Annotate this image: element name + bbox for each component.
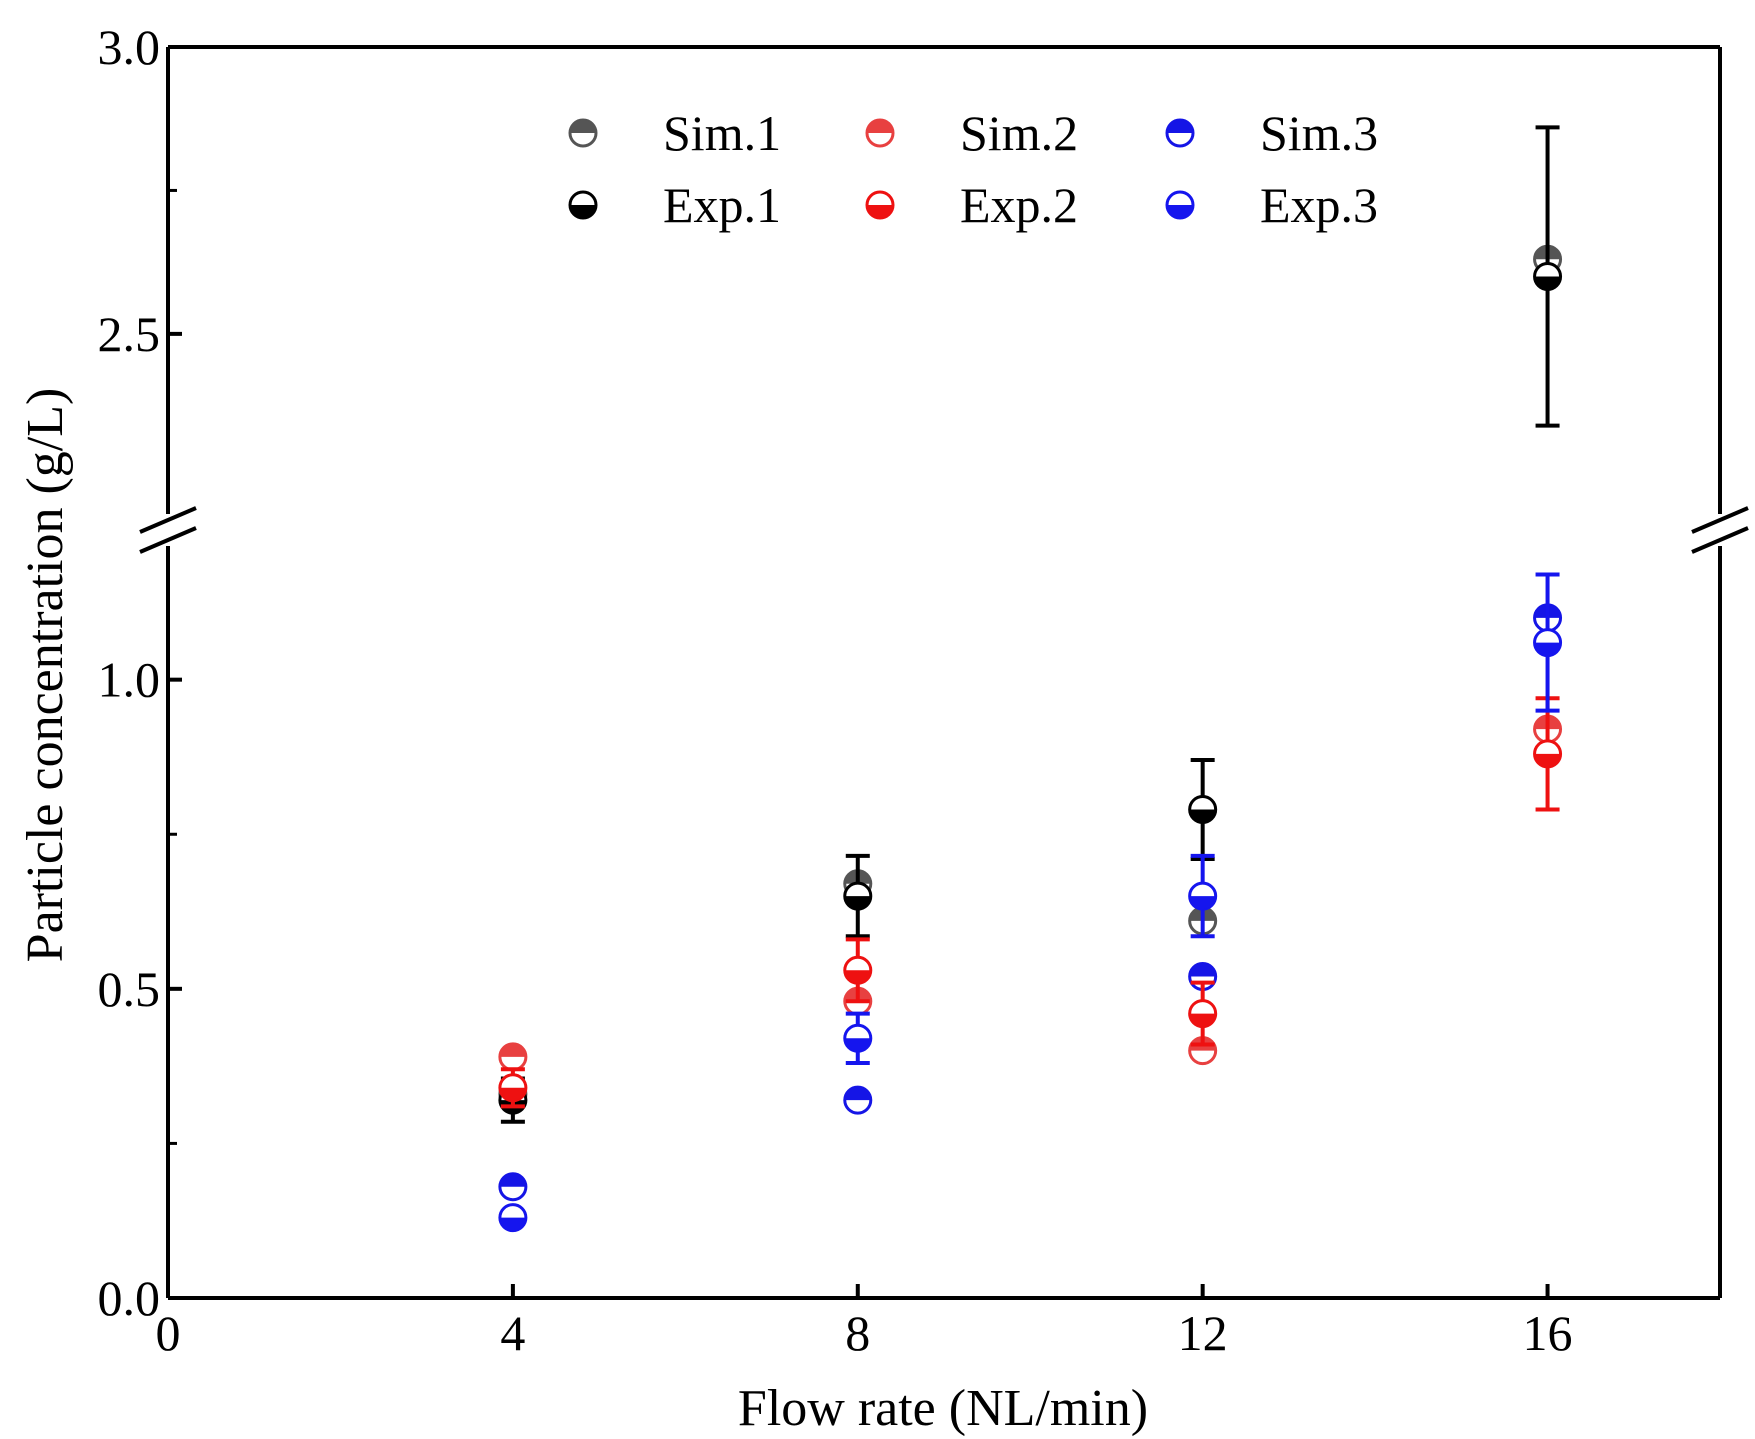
- legend-marker: [865, 190, 895, 220]
- marker-fill: [1534, 642, 1561, 656]
- y-tick-label: 0.0: [98, 1270, 161, 1326]
- marker-fill: [1534, 753, 1561, 767]
- data-point: [843, 881, 873, 911]
- data-point: [843, 1085, 873, 1115]
- marker-fill: [1167, 205, 1193, 218]
- x-tick-label: 12: [1178, 1305, 1228, 1361]
- series-exp3: [498, 572, 1563, 1233]
- marker-fill: [844, 896, 871, 910]
- marker-fill: [499, 1043, 526, 1057]
- marker-fill: [1189, 809, 1216, 823]
- marker-fill: [1534, 276, 1561, 290]
- series-sim3: [498, 603, 1563, 1202]
- x-tick-label: 8: [845, 1305, 870, 1361]
- legend-label: Exp.2: [960, 177, 1078, 233]
- plot-frame: [139, 45, 1749, 1300]
- data-marks: [498, 125, 1563, 1233]
- legend-item-sim3: Sim.3: [1165, 105, 1378, 161]
- marker-fill: [1189, 896, 1216, 910]
- marker-fill: [844, 1087, 871, 1101]
- marker-fill: [570, 120, 596, 133]
- data-point: [843, 955, 873, 985]
- x-tick-label: 16: [1523, 1305, 1573, 1361]
- data-point: [1533, 628, 1563, 658]
- series-exp1: [498, 125, 1563, 1124]
- axis-ticks: 0 4 8 12 16 0.0 0.5 1.0 2.5 3.0: [98, 19, 1573, 1361]
- data-point: [498, 1042, 528, 1072]
- data-point: [498, 1073, 528, 1103]
- series-sim1: [498, 244, 1563, 1109]
- legend-item-sim2: Sim.2: [865, 105, 1078, 161]
- legend-label: Exp.3: [1260, 177, 1378, 233]
- legend-marker: [1165, 190, 1195, 220]
- series-exp2: [498, 696, 1563, 1109]
- data-point: [1188, 881, 1218, 911]
- legend-marker: [568, 118, 598, 148]
- left-axis-break-mark: [139, 506, 197, 534]
- data-point: [498, 1172, 528, 1202]
- legend-label: Exp.1: [663, 177, 781, 233]
- data-point: [498, 1203, 528, 1233]
- legend-label: Sim.2: [960, 105, 1078, 161]
- legend-item-exp2: Exp.2: [865, 177, 1078, 233]
- legend-item-exp3: Exp.3: [1165, 177, 1378, 233]
- marker-fill: [1189, 1013, 1216, 1027]
- legend-label: Sim.1: [663, 105, 781, 161]
- legend-item-sim1: Sim.1: [568, 105, 781, 161]
- legend-item-exp1: Exp.1: [568, 177, 781, 233]
- data-point: [1533, 262, 1563, 291]
- y-tick-label: 0.5: [98, 961, 161, 1017]
- x-axis-label: Flow rate (NL/min): [738, 1380, 1148, 1437]
- legend-marker: [1165, 118, 1195, 148]
- marker-fill: [570, 205, 596, 218]
- x-tick-label: 0: [156, 1305, 181, 1361]
- marker-fill: [499, 1173, 526, 1187]
- right-axis-break-mark: [1691, 506, 1749, 534]
- data-point: [843, 1023, 873, 1053]
- marker-fill: [844, 970, 871, 984]
- x-tick-label: 4: [500, 1305, 525, 1361]
- marker-fill: [867, 120, 893, 133]
- data-point: [1188, 999, 1218, 1029]
- data-point: [1188, 795, 1218, 825]
- y-tick-label: 3.0: [98, 19, 161, 75]
- marker-fill: [867, 205, 893, 218]
- legend-label: Sim.3: [1260, 105, 1378, 161]
- legend-marker: [568, 190, 598, 220]
- marker-fill: [1189, 963, 1216, 977]
- left-axis-break-mark: [139, 526, 197, 554]
- y-axis-label: Particle concentration (g/L): [17, 388, 74, 963]
- y-tick-label: 2.5: [98, 306, 161, 362]
- marker-fill: [1167, 120, 1193, 133]
- right-axis-break-mark: [1691, 526, 1749, 554]
- y-tick-label: 1.0: [98, 652, 161, 708]
- data-point: [1533, 739, 1563, 769]
- series-sim2: [498, 714, 1563, 1072]
- marker-fill: [844, 1038, 871, 1052]
- marker-fill: [499, 1087, 526, 1101]
- marker-fill: [499, 1217, 526, 1231]
- legend-marker: [865, 118, 895, 148]
- legend: Sim.1 Sim.2 Sim.3 Exp.1 Exp.2 Exp.3: [568, 105, 1378, 233]
